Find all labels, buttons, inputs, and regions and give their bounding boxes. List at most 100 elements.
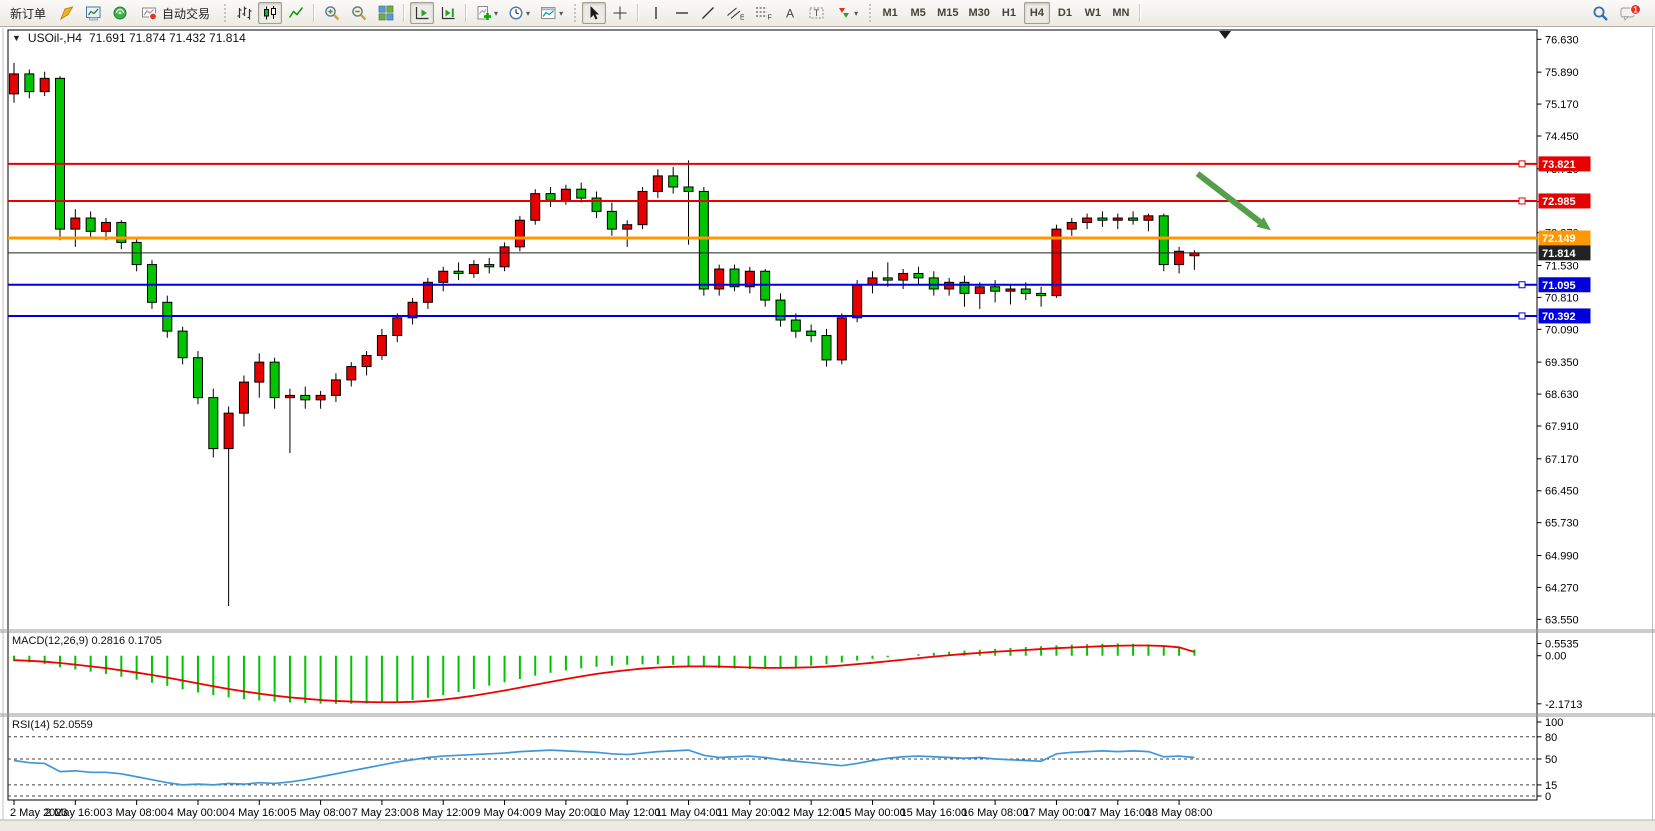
svg-text:71.814: 71.814	[1542, 248, 1577, 260]
chart-shift-button[interactable]	[436, 2, 460, 24]
timeframe-button-d1[interactable]: D1	[1052, 2, 1078, 24]
hline-handle[interactable]	[1518, 197, 1526, 205]
timeframe-button-h1[interactable]: H1	[996, 2, 1022, 24]
toolbar-grip	[222, 4, 228, 22]
timeframe-button-h4[interactable]: H4	[1023, 2, 1050, 24]
chart-shift-icon	[441, 7, 455, 20]
svg-text:A: A	[786, 7, 794, 21]
svg-text:3 May 08:00: 3 May 08:00	[106, 807, 167, 819]
hline-handle[interactable]	[1518, 281, 1526, 289]
svg-text:50: 50	[1545, 754, 1557, 766]
timeframe-button-w1[interactable]: W1	[1080, 2, 1106, 24]
chart-window[interactable]: 76.63075.89075.17074.45073.71072.97072.2…	[0, 28, 1655, 831]
signals-button[interactable]	[108, 2, 132, 24]
svg-text:5 May 08:00: 5 May 08:00	[290, 807, 351, 819]
timeframe-button-m30[interactable]: M30	[965, 2, 994, 24]
dropdown-caret-icon: ▾	[854, 8, 859, 18]
svg-text:15 May 16:00: 15 May 16:00	[900, 807, 967, 819]
arrows-icon	[839, 8, 850, 18]
text-label-button[interactable]: T	[804, 2, 830, 24]
auto-scroll-button[interactable]	[410, 2, 435, 24]
price-badge	[1538, 193, 1591, 209]
channel-button[interactable]: E	[722, 2, 748, 24]
horizontal-line-button[interactable]	[670, 2, 694, 24]
svg-text:0: 0	[1545, 791, 1551, 803]
svg-text:74.450: 74.450	[1545, 131, 1579, 143]
svg-text:-2.1713: -2.1713	[1545, 699, 1582, 711]
notifications-button[interactable]: 1	[1616, 2, 1646, 24]
svg-text:10 May 12:00: 10 May 12:00	[594, 807, 661, 819]
text-icon: A	[786, 7, 794, 21]
svg-text:8 May 12:00: 8 May 12:00	[413, 807, 474, 819]
svg-text:2 May 2023: 2 May 2023	[10, 807, 67, 819]
price-badge	[1538, 277, 1591, 293]
arrow-annotation-head[interactable]	[1256, 217, 1272, 231]
line-chart-icon	[288, 7, 304, 18]
hline-handle[interactable]	[1518, 312, 1526, 320]
svg-text:100: 100	[1545, 717, 1563, 729]
gold-arrow-button[interactable]	[55, 2, 79, 24]
line-chart-button[interactable]	[284, 2, 308, 24]
indicators-add-icon	[477, 6, 492, 20]
arrow-annotation[interactable]	[1195, 171, 1262, 225]
rsi-line	[13, 749, 1195, 786]
crosshair-button[interactable]	[608, 2, 632, 24]
svg-text:64.270: 64.270	[1545, 582, 1579, 594]
cursor-icon	[590, 6, 600, 20]
timeframe-button-mn[interactable]: MN	[1108, 2, 1134, 24]
search-icon	[1593, 6, 1608, 21]
svg-text:15 May 00:00: 15 May 00:00	[839, 807, 906, 819]
vertical-line-icon	[655, 7, 657, 19]
vertical-line-button[interactable]	[644, 2, 668, 24]
candlestick-chart-button[interactable]	[258, 2, 283, 24]
new-order-button[interactable]: 新订单	[3, 2, 53, 24]
svg-text:16 May 08:00: 16 May 08:00	[962, 807, 1029, 819]
svg-text:71.530: 71.530	[1545, 260, 1579, 272]
timeframe-button-m1[interactable]: M1	[877, 2, 903, 24]
dropdown-caret-icon: ▾	[494, 8, 499, 18]
toolbar-separator	[403, 4, 406, 22]
svg-text:4 May 00:00: 4 May 00:00	[168, 807, 229, 819]
svg-text:76.630: 76.630	[1545, 34, 1579, 46]
bar-chart-button[interactable]	[232, 2, 256, 24]
autotrading-button[interactable]: 自动交易	[134, 2, 217, 24]
svg-text:2 May 16:00: 2 May 16:00	[45, 807, 106, 819]
timeframe-group: M1 M5 M15 M30 H1 H4 D1 W1 MN	[876, 2, 1135, 24]
zoom-in-icon	[325, 6, 340, 21]
indicators-button[interactable]: ▾	[472, 2, 502, 24]
timeframe-button-m5[interactable]: M5	[905, 2, 931, 24]
chart-canvas[interactable]: 76.63075.89075.17074.45073.71072.97072.2…	[0, 28, 1655, 831]
cursor-button[interactable]	[582, 2, 607, 24]
periods-button[interactable]: ▾	[504, 2, 534, 24]
trendline-button[interactable]	[696, 2, 720, 24]
chart-window-icon	[86, 6, 101, 21]
price-badge	[1538, 308, 1591, 324]
text-label-icon: T	[809, 7, 824, 19]
zoom-out-button[interactable]	[347, 2, 372, 24]
svg-text:9 May 20:00: 9 May 20:00	[536, 807, 597, 819]
chart-shift-marker[interactable]	[1219, 31, 1232, 39]
zoom-in-button[interactable]	[320, 2, 345, 24]
text-button[interactable]: A	[778, 2, 802, 24]
search-button[interactable]	[1588, 2, 1614, 24]
svg-text:12 May 12:00: 12 May 12:00	[778, 807, 845, 819]
svg-text:65.730: 65.730	[1545, 518, 1579, 530]
signals-icon	[113, 6, 127, 20]
svg-text:68.630: 68.630	[1545, 389, 1579, 401]
dropdown-caret-icon: ▾	[559, 8, 564, 18]
templates-button[interactable]: ▾	[536, 2, 567, 24]
price-badge	[1538, 156, 1591, 172]
fibonacci-button[interactable]: F	[750, 2, 776, 24]
trendline-icon	[702, 7, 715, 19]
crosshair-icon	[613, 6, 627, 20]
arrows-button[interactable]: ▾	[832, 2, 862, 24]
hline-handle[interactable]	[1518, 160, 1526, 168]
svg-text:75.890: 75.890	[1545, 67, 1579, 79]
svg-text:69.350: 69.350	[1545, 357, 1579, 369]
chart-window-button[interactable]	[81, 2, 106, 24]
timeframe-button-m15[interactable]: M15	[933, 2, 962, 24]
svg-text:11 May 04:00: 11 May 04:00	[656, 807, 722, 819]
tile-windows-button[interactable]	[374, 2, 398, 24]
